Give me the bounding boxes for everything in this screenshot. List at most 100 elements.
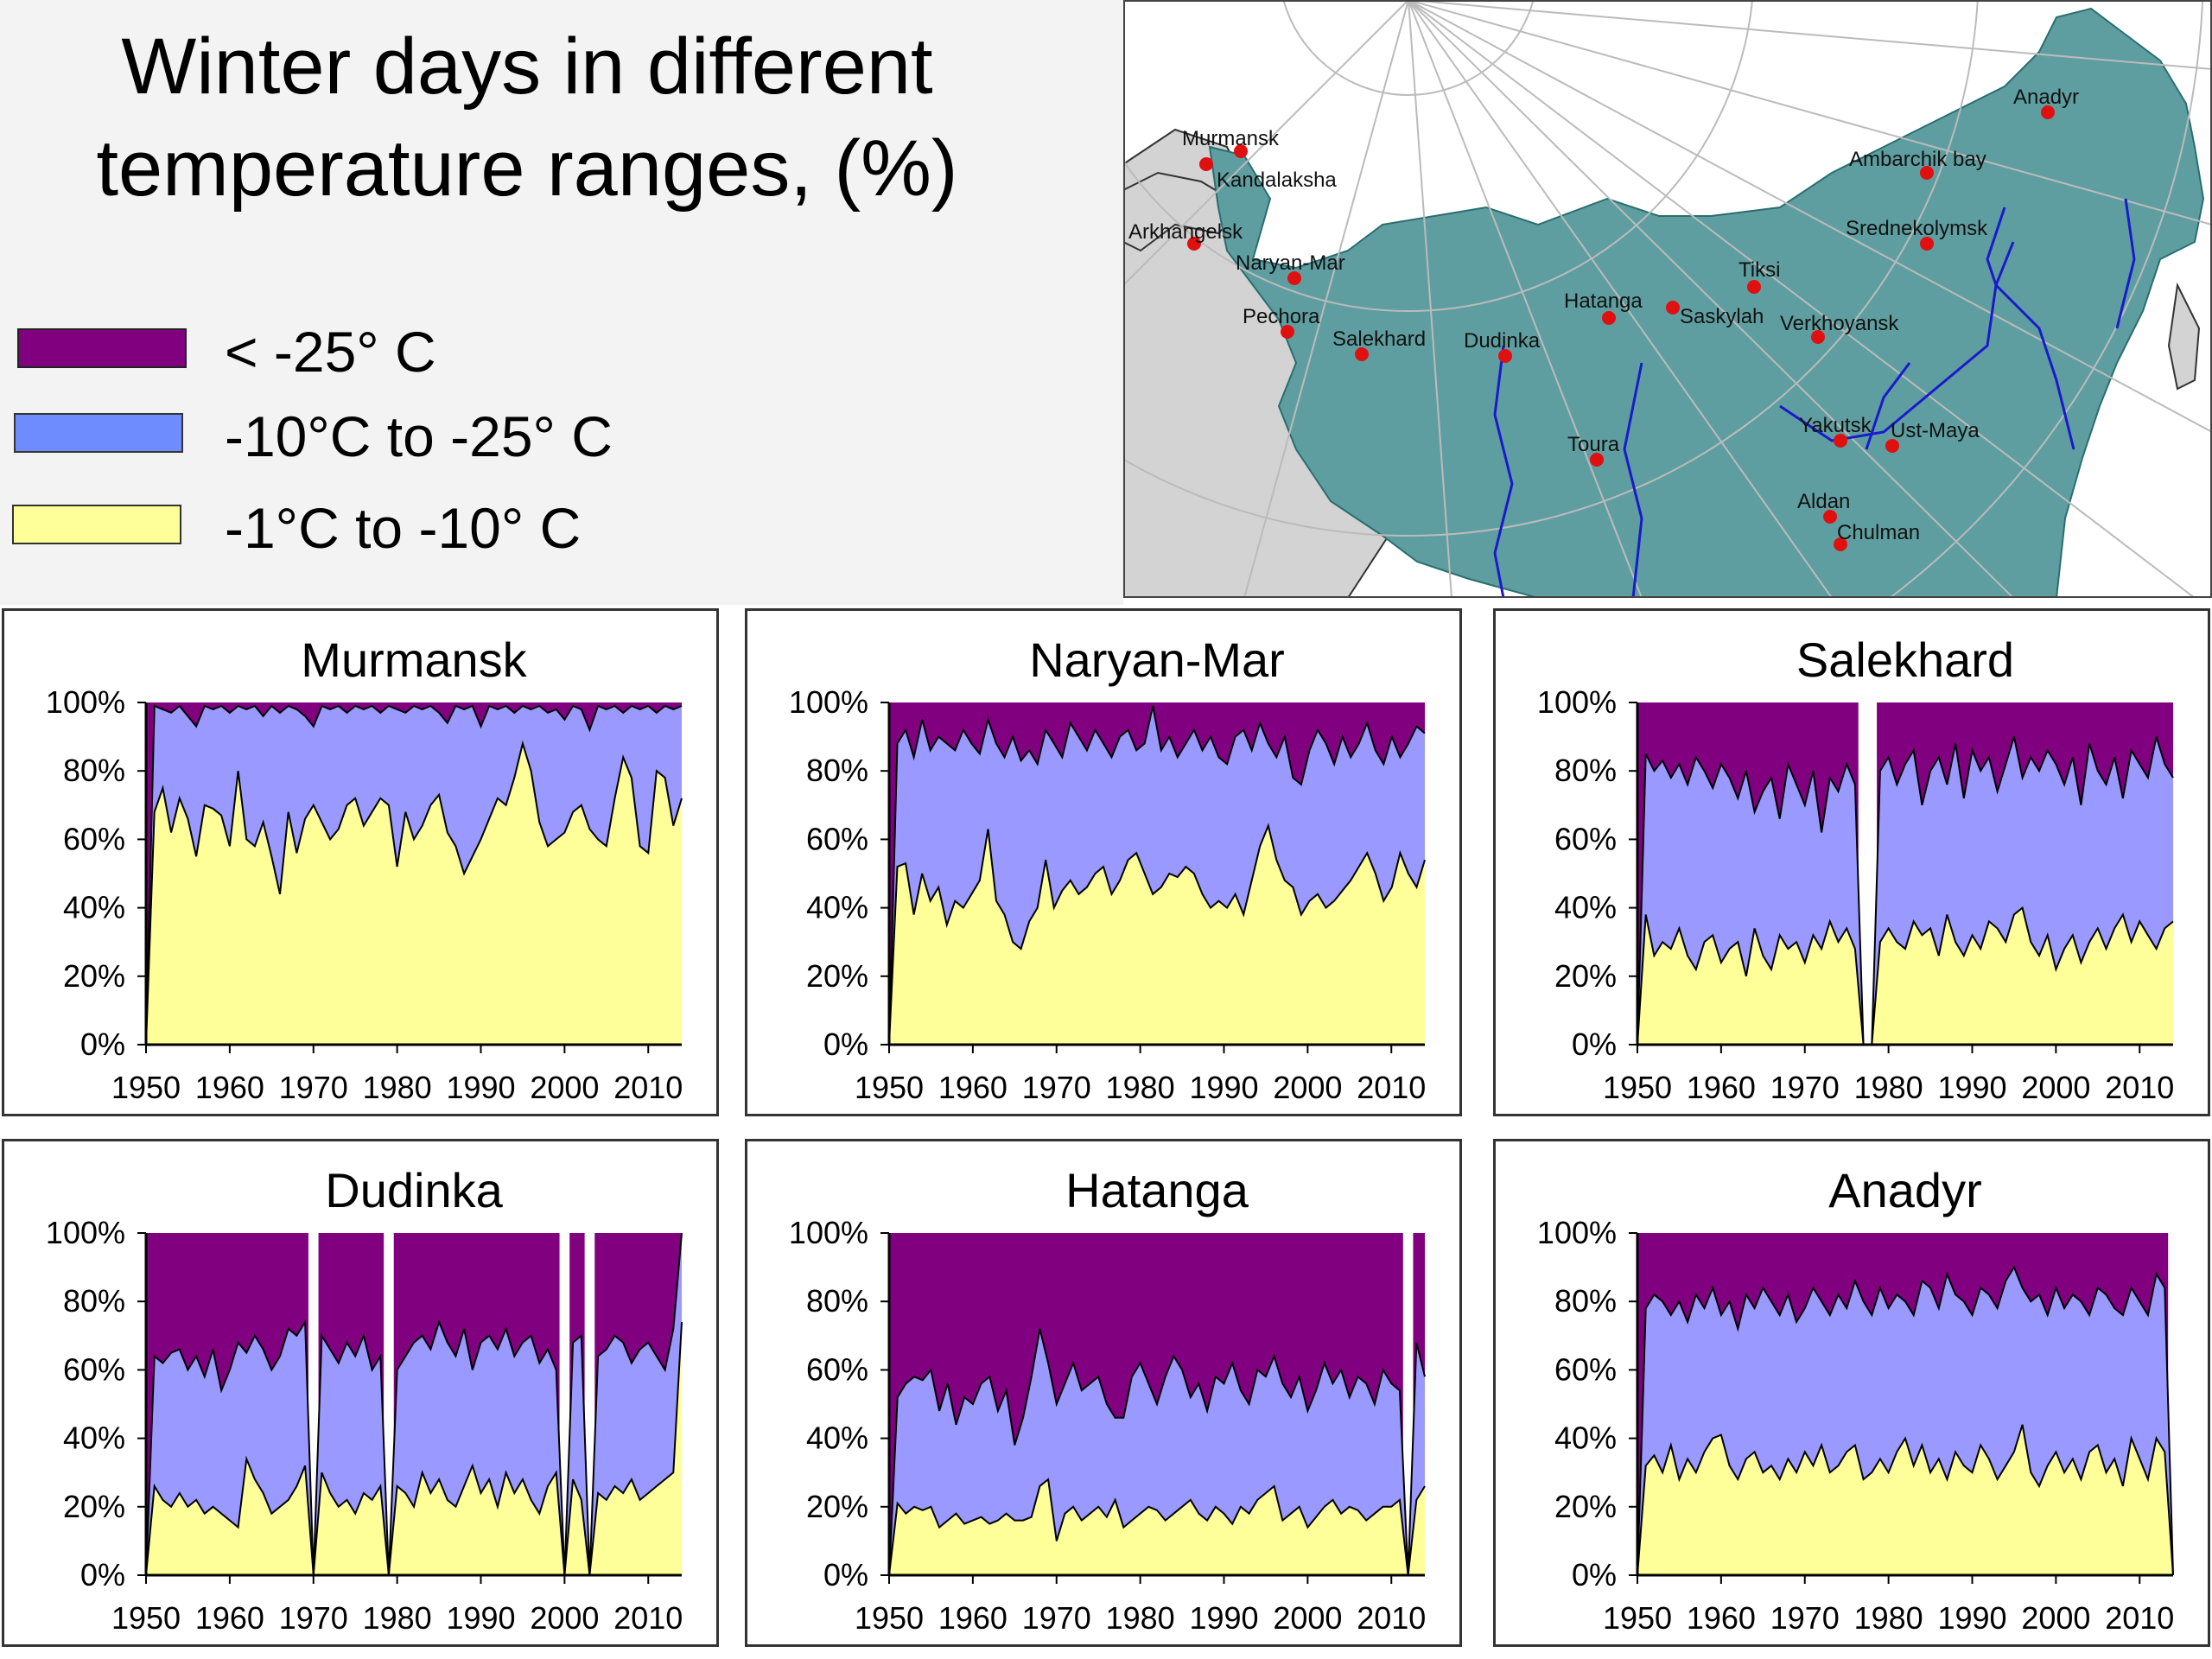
x-tick-label: 1970 — [1770, 1600, 1840, 1636]
chart-panel-salekhard: Salekhard 0% 20% 40% 60% 80% 100% 1950 1960 1970 1… — [1493, 608, 2210, 1116]
page-title: Winter days in different temperature ran… — [96, 22, 958, 213]
x-tick-label: 1980 — [363, 1600, 432, 1636]
map-graticule — [1123, 0, 2212, 598]
x-tick-label: 2010 — [1357, 1070, 1426, 1105]
city-label-toura: Toura — [1567, 433, 1620, 456]
city-label-anadyr: Anadyr — [2013, 86, 2079, 109]
city-label-pechora: Pechora — [1243, 305, 1320, 328]
x-tick-label: 1960 — [1687, 1600, 1756, 1636]
line-mid — [1637, 1265, 2174, 1576]
area-mild — [146, 1322, 682, 1575]
line-mid — [888, 1328, 1426, 1576]
x-tick-label: 1980 — [1854, 1600, 1923, 1636]
chart-hatanga: Hatanga 0% 20% 40% 60% 80% 100% 1950 1960 1970 198… — [789, 1163, 1426, 1636]
legend-swatch-mild — [12, 505, 181, 544]
data-gap — [2168, 1233, 2178, 1575]
city-label-arkhangelsk: Arkhangelsk — [1128, 220, 1243, 244]
legend-label-cold: < -25° C — [225, 320, 436, 384]
city-dot-naryan-mar — [1287, 271, 1301, 285]
x-tick-label: 1980 — [1106, 1600, 1175, 1636]
x-tick-label: 1970 — [279, 1070, 348, 1105]
y-tick-label: 40% — [806, 890, 868, 925]
city-label-naryan-mar: Naryan-Mar — [1236, 251, 1345, 275]
map-border — [1123, 0, 2212, 598]
map-cities — [1187, 105, 2055, 551]
x-tick-label: 1960 — [938, 1070, 1007, 1105]
y-tick-label: 20% — [806, 958, 868, 994]
data-gap — [1402, 1233, 1414, 1575]
x-tick-label: 2000 — [2021, 1600, 2090, 1636]
y-tick-label: 100% — [789, 1215, 868, 1250]
city-dot-kandalaksha — [1234, 144, 1248, 158]
x-tick-label: 2000 — [530, 1600, 599, 1636]
city-label-ambarchik: Ambarchik bay — [1849, 148, 1986, 171]
city-label-hatanga: Hatanga — [1564, 289, 1643, 313]
x-tick-label: 2000 — [1273, 1070, 1342, 1105]
legend-label-mild: -1°C to -10° C — [225, 496, 582, 560]
data-gap — [308, 1233, 319, 1575]
x-tick-label: 1960 — [938, 1600, 1007, 1636]
y-tick-label: 0% — [80, 1027, 125, 1062]
x-tick-label: 1950 — [855, 1070, 924, 1105]
chart-title: Dudinka — [325, 1163, 503, 1217]
area-mild — [146, 743, 682, 1045]
city-label-verkhoyansk: Verkhoyansk — [1780, 312, 1899, 335]
city-dot-ambarchik — [1920, 166, 1934, 180]
line-mid — [145, 1232, 683, 1576]
chart-title: Murmansk — [301, 632, 527, 687]
y-tick-label: 80% — [806, 753, 868, 788]
city-dot-anadyr — [2041, 105, 2055, 119]
city-label-aldan: Aldan — [1797, 490, 1850, 513]
legend-swatch-cold — [17, 328, 187, 368]
city-dot-aldan — [1823, 510, 1837, 524]
y-tick-label: 20% — [1554, 1489, 1617, 1524]
city-dot-hatanga — [1602, 311, 1616, 325]
map-kamchatka — [2167, 282, 2201, 391]
city-label-srednekolymsk: Srednekolymsk — [1846, 217, 1988, 240]
y-tick-label: 100% — [1537, 684, 1617, 720]
line-mid — [888, 705, 1426, 1046]
chart-title: Naryan-Mar — [1029, 632, 1285, 687]
city-dot-murmansk — [1199, 157, 1213, 171]
line-mild — [145, 1321, 683, 1576]
x-tick-label: 1970 — [279, 1600, 348, 1636]
x-tick-label: 2000 — [530, 1070, 599, 1105]
x-tick-label: 1990 — [446, 1600, 515, 1636]
chart-panel-naryan-mar: Naryan-Mar 0% 20% 40% 60% 80% 100% 1950 1960 1970… — [745, 608, 1462, 1116]
city-dot-arkhangelsk — [1187, 237, 1201, 251]
y-tick-label: 0% — [1572, 1557, 1617, 1592]
x-tick-label: 1990 — [1189, 1600, 1258, 1636]
x-tick-label: 2010 — [2105, 1600, 2174, 1636]
y-tick-label: 20% — [1554, 958, 1617, 994]
x-tick-label: 2010 — [1357, 1600, 1426, 1636]
y-tick-label: 80% — [63, 753, 125, 788]
city-dot-verkhoyansk — [1811, 330, 1825, 344]
x-tick-label: 1970 — [1022, 1600, 1091, 1636]
map-kola-land — [1123, 171, 1246, 252]
x-tick-label: 1950 — [111, 1070, 181, 1105]
city-dot-yakutsk — [1834, 434, 1847, 448]
line-mild — [888, 823, 1426, 1046]
chart-murmansk: Murmansk 0% 20% 40% 60% 80% 100% 1950 1960 1970 19… — [46, 632, 683, 1105]
x-tick-label: 2010 — [2105, 1070, 2174, 1105]
city-dot-dudinka — [1498, 349, 1512, 363]
y-tick-label: 80% — [1554, 753, 1617, 788]
y-tick-label: 60% — [1554, 821, 1617, 856]
x-tick-label: 1970 — [1770, 1070, 1840, 1105]
x-tick-label: 1950 — [1603, 1600, 1672, 1636]
y-tick-label: 60% — [806, 821, 868, 856]
x-tick-label: 1950 — [855, 1600, 924, 1636]
line-mild — [1637, 906, 2174, 1046]
x-tick-label: 1950 — [111, 1600, 181, 1636]
x-tick-label: 1990 — [1189, 1070, 1258, 1105]
chart-naryan-mar: Naryan-Mar 0% 20% 40% 60% 80% 100% 1950 1960 1970… — [789, 632, 1426, 1105]
x-tick-label: 1960 — [1687, 1070, 1756, 1105]
area-mild — [889, 1479, 1425, 1575]
chart-panel-hatanga: Hatanga 0% 20% 40% 60% 80% 100% 1950 1960 1970 198… — [745, 1139, 1462, 1647]
y-tick-label: 100% — [789, 684, 868, 720]
line-mild — [145, 740, 683, 1046]
data-gap — [1858, 702, 1869, 1045]
chart-dudinka: Dudinka 0% 20% 40% 60% 80% 100% 1950 1960 1970 198… — [46, 1163, 683, 1636]
area-mild — [1637, 907, 2173, 1045]
city-dot-srednekolymsk — [1920, 237, 1934, 251]
